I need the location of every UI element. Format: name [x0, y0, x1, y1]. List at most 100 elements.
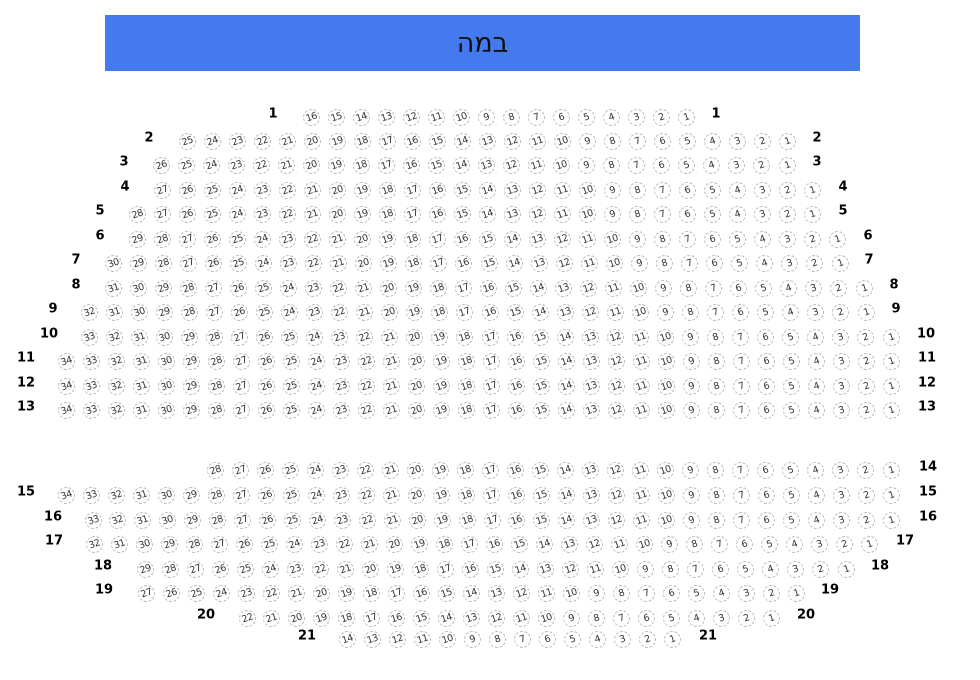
seat-row-15-30[interactable]: 30 — [155, 484, 177, 506]
seat-row-3-18[interactable]: 18 — [350, 154, 373, 176]
seat-row-2-14[interactable]: 14 — [451, 130, 473, 152]
seat-row-16-30[interactable]: 30 — [157, 509, 179, 531]
seat-row-8-6[interactable]: 6 — [728, 277, 750, 299]
seat-row-16-27[interactable]: 27 — [231, 509, 254, 531]
seat-row-16-12[interactable]: 12 — [605, 509, 628, 531]
seat-row-7-12[interactable]: 12 — [553, 252, 575, 274]
seat-row-13-12[interactable]: 12 — [605, 399, 627, 421]
seat-row-10-18[interactable]: 18 — [454, 326, 476, 348]
seat-row-2-5[interactable]: 5 — [676, 130, 698, 152]
seat-row-12-33[interactable]: 33 — [80, 375, 102, 397]
seat-row-7-6[interactable]: 6 — [703, 252, 726, 274]
seat-row-4-7[interactable]: 7 — [651, 179, 673, 201]
seat-row-15-8[interactable]: 8 — [705, 484, 727, 506]
seat-row-11-2[interactable]: 2 — [855, 350, 877, 372]
seat-row-7-30[interactable]: 30 — [102, 252, 124, 274]
seat-row-17-20[interactable]: 20 — [383, 533, 405, 555]
seat-row-9-5[interactable]: 5 — [755, 301, 777, 323]
seat-row-18-26[interactable]: 26 — [209, 558, 231, 580]
seat-row-10-33[interactable]: 33 — [78, 326, 100, 348]
seat-row-9-26[interactable]: 26 — [228, 301, 251, 323]
seat-row-19-6[interactable]: 6 — [660, 582, 682, 604]
seat-row-10-23[interactable]: 23 — [328, 326, 351, 348]
seat-row-7-20[interactable]: 20 — [352, 252, 375, 274]
seat-row-15-10[interactable]: 10 — [655, 484, 677, 506]
seat-row-13-22[interactable]: 22 — [355, 399, 377, 421]
seat-row-21-8[interactable]: 8 — [486, 628, 508, 650]
seat-row-19-21[interactable]: 21 — [285, 582, 307, 604]
seat-row-15-2[interactable]: 2 — [855, 484, 877, 506]
seat-row-8-14[interactable]: 14 — [527, 277, 550, 299]
seat-row-8-18[interactable]: 18 — [427, 277, 450, 299]
seat-row-13-19[interactable]: 19 — [430, 399, 452, 421]
seat-row-21-2[interactable]: 2 — [636, 628, 658, 650]
seat-row-16-23[interactable]: 23 — [331, 509, 354, 531]
seat-row-12-16[interactable]: 16 — [505, 375, 527, 397]
seat-row-4-18[interactable]: 18 — [376, 179, 398, 201]
seat-row-3-24[interactable]: 24 — [200, 154, 222, 176]
seat-row-5-11[interactable]: 11 — [551, 203, 573, 225]
seat-row-11-11[interactable]: 11 — [630, 350, 652, 372]
seat-row-9-27[interactable]: 27 — [203, 301, 226, 323]
seat-row-18-23[interactable]: 23 — [284, 558, 306, 580]
seat-row-20-6[interactable]: 6 — [635, 607, 657, 629]
seat-row-21-6[interactable]: 6 — [536, 628, 558, 650]
seat-row-12-25[interactable]: 25 — [280, 375, 302, 397]
seat-row-13-25[interactable]: 25 — [280, 399, 302, 421]
seat-row-5-27[interactable]: 27 — [151, 203, 173, 225]
seat-row-16-31[interactable]: 31 — [132, 509, 154, 531]
seat-row-7-1[interactable]: 1 — [829, 252, 851, 274]
seat-row-19-7[interactable]: 7 — [635, 582, 657, 604]
seat-row-19-9[interactable]: 9 — [585, 582, 607, 604]
seat-row-5-9[interactable]: 9 — [601, 203, 623, 225]
seat-row-11-30[interactable]: 30 — [155, 350, 177, 372]
seat-row-15-1[interactable]: 1 — [880, 484, 902, 506]
seat-row-14-8[interactable]: 8 — [705, 459, 727, 481]
seat-row-19-5[interactable]: 5 — [685, 582, 707, 604]
seat-row-2-23[interactable]: 23 — [226, 130, 248, 152]
seat-row-11-5[interactable]: 5 — [780, 350, 802, 372]
seat-row-16-17[interactable]: 17 — [481, 509, 503, 531]
seat-row-18-27[interactable]: 27 — [184, 558, 206, 580]
seat-row-18-18[interactable]: 18 — [409, 558, 432, 580]
seat-row-4-12[interactable]: 12 — [526, 179, 548, 201]
seat-row-17-22[interactable]: 22 — [333, 533, 355, 555]
seat-row-7-16[interactable]: 16 — [453, 252, 475, 274]
seat-row-3-7[interactable]: 7 — [626, 154, 648, 176]
seat-row-14-19[interactable]: 19 — [429, 459, 452, 481]
seat-row-20-8[interactable]: 8 — [585, 607, 608, 629]
seat-row-15-21[interactable]: 21 — [380, 484, 402, 506]
seat-row-13-23[interactable]: 23 — [330, 399, 352, 421]
seat-row-10-28[interactable]: 28 — [203, 326, 226, 348]
seat-row-10-32[interactable]: 32 — [103, 326, 125, 348]
seat-row-12-21[interactable]: 21 — [380, 375, 402, 397]
seat-row-16-28[interactable]: 28 — [206, 509, 229, 531]
seat-row-2-10[interactable]: 10 — [551, 130, 573, 152]
seat-row-14-22[interactable]: 22 — [354, 459, 376, 481]
seat-row-9-6[interactable]: 6 — [729, 301, 752, 323]
seat-row-11-1[interactable]: 1 — [880, 350, 902, 372]
seat-row-8-11[interactable]: 11 — [602, 277, 625, 299]
seat-row-8-23[interactable]: 23 — [302, 277, 324, 299]
seat-row-3-3[interactable]: 3 — [726, 154, 748, 176]
seat-row-18-25[interactable]: 25 — [234, 558, 256, 580]
seat-row-4-11[interactable]: 11 — [551, 179, 573, 201]
seat-row-16-32[interactable]: 32 — [107, 509, 129, 531]
seat-row-17-3[interactable]: 3 — [808, 533, 830, 555]
seat-row-13-1[interactable]: 1 — [880, 399, 902, 421]
seat-row-7-24[interactable]: 24 — [252, 252, 275, 274]
seat-row-13-21[interactable]: 21 — [380, 399, 402, 421]
seat-row-8-13[interactable]: 13 — [552, 277, 575, 299]
seat-row-6-3[interactable]: 3 — [776, 228, 798, 250]
seat-row-18-22[interactable]: 22 — [309, 558, 331, 580]
seat-row-4-27[interactable]: 27 — [151, 179, 173, 201]
seat-row-12-17[interactable]: 17 — [480, 375, 502, 397]
seat-row-9-31[interactable]: 31 — [103, 301, 125, 323]
seat-row-7-10[interactable]: 10 — [603, 252, 626, 274]
seat-row-5-13[interactable]: 13 — [501, 203, 523, 225]
seat-row-9-32[interactable]: 32 — [78, 301, 100, 323]
seat-row-19-27[interactable]: 27 — [135, 582, 157, 604]
seat-row-17-24[interactable]: 24 — [283, 533, 305, 555]
seat-row-13-2[interactable]: 2 — [855, 399, 877, 421]
seat-row-11-24[interactable]: 24 — [305, 350, 327, 372]
